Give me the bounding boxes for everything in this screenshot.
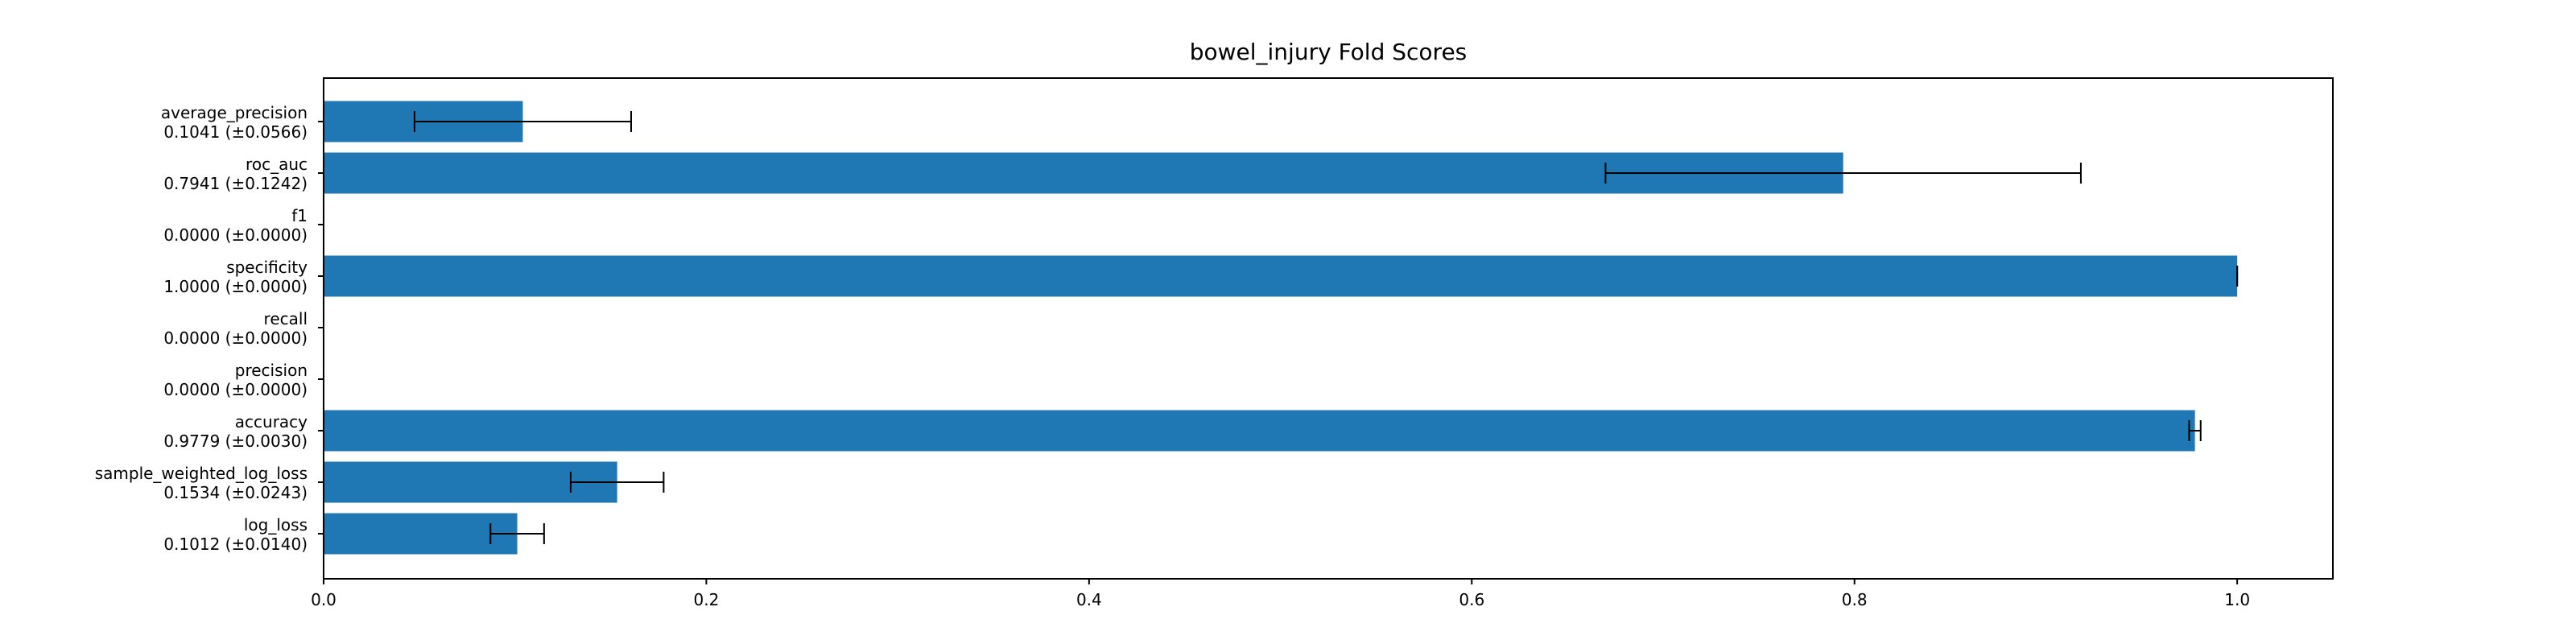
x-axis-ticks: 0.0 0.2 0.4 0.6 0.8 1.0 [311, 579, 2250, 609]
y-tick-label-specificity: specificity [226, 258, 308, 277]
x-tick-label: 0.0 [311, 590, 336, 609]
y-tick-label-f1: f1 [291, 206, 308, 225]
y-tick-label-log-loss: log_loss [244, 515, 308, 535]
y-tick-score-roc-auc: 0.7941 (±0.1242) [163, 174, 308, 193]
error-bar-accuracy [2188, 420, 2202, 441]
error-bar-average-precision [413, 111, 633, 132]
bar-specificity [324, 255, 2238, 297]
error-bar-sample-weighted-log-loss [569, 472, 665, 493]
x-tick-label: 1.0 [2224, 590, 2250, 609]
bar-roc-auc [324, 152, 1843, 194]
x-tick-label: 0.4 [1076, 590, 1102, 609]
error-bar-log-loss [489, 523, 545, 544]
error-bar-roc-auc [1604, 163, 2082, 184]
y-tick-score-sample-weighted-log-loss: 0.1534 (±0.0243) [163, 483, 308, 502]
y-tick-score-log-loss: 0.1012 (±0.0140) [163, 535, 308, 554]
y-tick-score-average-precision: 0.1041 (±0.0566) [163, 122, 308, 142]
y-tick-label-accuracy: accuracy [235, 412, 308, 431]
bar-accuracy [324, 410, 2195, 452]
y-tick-score-recall: 0.0000 (±0.0000) [163, 328, 308, 348]
y-tick-score-accuracy: 0.9779 (±0.0030) [163, 431, 308, 451]
y-tick-score-f1: 0.0000 (±0.0000) [163, 225, 308, 245]
x-tick-label: 0.2 [694, 590, 720, 609]
bar-log-loss [324, 513, 518, 555]
y-tick-label-recall: recall [264, 309, 308, 328]
y-tick-label-roc-auc: roc_auc [246, 155, 308, 174]
y-tick-label-average-precision: average_precision [161, 103, 308, 122]
y-tick-label-sample-weighted-log-loss: sample_weighted_log_loss [95, 464, 308, 483]
x-tick-label: 0.6 [1459, 590, 1484, 609]
bars-layer [324, 101, 2238, 555]
bar-sample-weighted-log-loss [324, 461, 617, 503]
y-tick-label-precision: precision [235, 361, 308, 380]
x-tick-label: 0.8 [1842, 590, 1868, 609]
chart-title: bowel_injury Fold Scores [1190, 39, 1468, 65]
error-bars-layer [323, 111, 2239, 544]
y-tick-score-precision: 0.0000 (±0.0000) [163, 380, 308, 399]
y-tick-score-specificity: 1.0000 (±0.0000) [163, 277, 308, 296]
